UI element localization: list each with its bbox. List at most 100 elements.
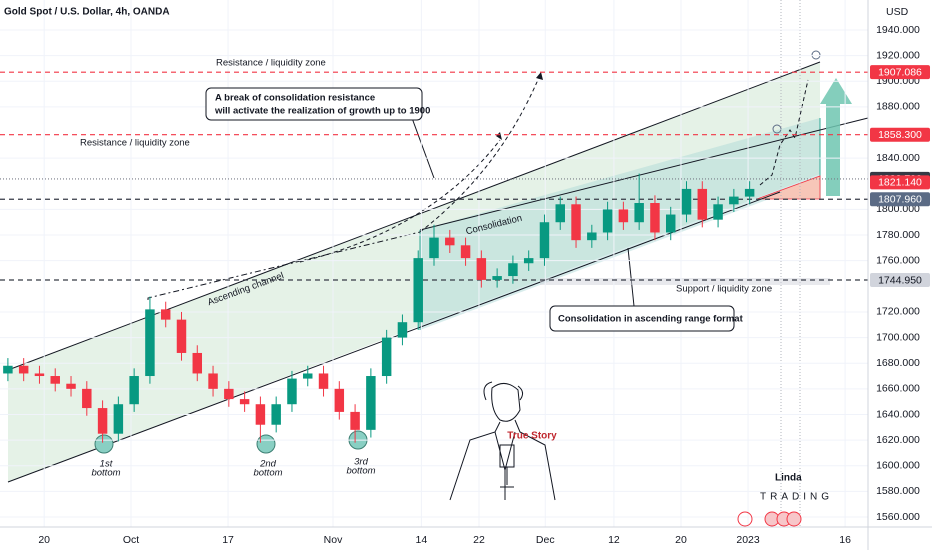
candle-body bbox=[413, 258, 423, 323]
level-tag bbox=[870, 192, 930, 207]
candles bbox=[3, 173, 755, 443]
axes: 1940.0001920.0001900.0001880.0001840.000… bbox=[38, 24, 930, 546]
y-tick-label: 1680.000 bbox=[876, 357, 920, 369]
levels bbox=[0, 71, 868, 281]
x-tick-label: 17 bbox=[222, 534, 234, 546]
bottom-label: 2nd bbox=[259, 459, 277, 470]
y-tick-label: 1620.000 bbox=[876, 434, 920, 446]
bottom-label: 1st bbox=[100, 459, 113, 470]
candle-body bbox=[113, 404, 124, 434]
y-tick-label: 1880.000 bbox=[876, 101, 920, 113]
candle-body bbox=[224, 388, 234, 400]
x-tick-label: 22 bbox=[473, 534, 485, 546]
y-tick-label: 1580.000 bbox=[876, 485, 920, 497]
candle-body bbox=[145, 309, 155, 377]
candle-body bbox=[176, 319, 187, 353]
y-tick-label: 1760.000 bbox=[876, 254, 920, 266]
zone-label: Support / liquidity zone bbox=[676, 284, 772, 295]
bottom-label: bottom bbox=[346, 466, 375, 477]
x-tick-label: Dec bbox=[536, 534, 555, 546]
icon bbox=[737, 511, 753, 527]
candle-body bbox=[255, 404, 266, 425]
candle-body bbox=[587, 232, 597, 241]
bottom-label: 3rd bbox=[354, 457, 368, 468]
bottom-label: bottom bbox=[91, 468, 120, 479]
candle-body bbox=[476, 258, 487, 280]
candle-body bbox=[602, 209, 613, 233]
note-text: Consolidation in ascending range format bbox=[558, 314, 744, 325]
candle-body bbox=[50, 376, 60, 384]
projection-path bbox=[759, 79, 809, 186]
dash-dot-line bbox=[147, 231, 421, 300]
level-label: 1807.960 bbox=[878, 193, 922, 205]
level-tag bbox=[870, 175, 930, 190]
arrow-head bbox=[496, 132, 502, 140]
bottom-marker bbox=[94, 434, 114, 454]
level-label: 1858.300 bbox=[878, 129, 922, 141]
candle-body bbox=[744, 188, 755, 197]
x-tick-label: 16 bbox=[839, 534, 851, 546]
zone-label: Resistance / liquidity zone bbox=[80, 138, 190, 149]
candle-body bbox=[492, 276, 502, 280]
candle-body bbox=[303, 373, 313, 379]
callout-pointer bbox=[627, 247, 635, 307]
candle-body bbox=[208, 373, 218, 389]
meme-sketch bbox=[449, 381, 556, 501]
channel-upper bbox=[7, 61, 821, 371]
arrow-head bbox=[536, 72, 543, 80]
candle-body bbox=[697, 188, 708, 220]
level-label: 1744.950 bbox=[878, 274, 922, 286]
meme-caption: True Story bbox=[507, 431, 557, 442]
y-tick-label: 1560.000 bbox=[876, 511, 920, 523]
candle-body bbox=[334, 388, 345, 412]
candle-body bbox=[239, 399, 250, 405]
bottom-marker bbox=[256, 434, 276, 454]
support-zone bbox=[540, 278, 830, 285]
level-tag bbox=[870, 127, 930, 142]
y-tick-label: 1640.000 bbox=[876, 408, 920, 420]
x-tick-label: 2023 bbox=[736, 534, 760, 546]
candle-body bbox=[650, 203, 660, 233]
target-marker bbox=[811, 50, 821, 60]
x-tick-label: 20 bbox=[38, 534, 50, 546]
y-tick-label: 1780.000 bbox=[876, 229, 920, 241]
callout-pointer bbox=[411, 117, 435, 179]
candle-body bbox=[460, 245, 471, 259]
y-tick-label: 1940.000 bbox=[876, 24, 920, 36]
channel-lower bbox=[7, 191, 781, 483]
candle-body bbox=[523, 258, 534, 264]
candle-body bbox=[129, 376, 139, 405]
target-triangle bbox=[756, 175, 821, 200]
candle-body bbox=[397, 322, 408, 338]
candle-body bbox=[429, 237, 439, 259]
projection-curve bbox=[419, 74, 541, 233]
chart-title: Gold Spot / U.S. Dollar, 4h, OANDA bbox=[4, 7, 170, 18]
x-tick-label: Nov bbox=[324, 534, 343, 546]
y-tick-label: 1920.000 bbox=[876, 49, 920, 61]
candle-body bbox=[271, 404, 281, 425]
x-tick-label: 12 bbox=[608, 534, 620, 546]
currency: USD bbox=[886, 6, 909, 18]
candle-body bbox=[318, 373, 329, 389]
level-label: 1821.140 bbox=[878, 177, 922, 189]
candle-body bbox=[381, 337, 392, 377]
icon bbox=[786, 511, 802, 527]
logo: Linda bbox=[775, 473, 802, 484]
candle-body bbox=[350, 411, 360, 430]
candle-body bbox=[366, 376, 376, 430]
consolidation-fill bbox=[420, 118, 820, 330]
candle-body bbox=[34, 373, 45, 377]
candle-body bbox=[192, 352, 203, 374]
big-arrow bbox=[820, 78, 852, 196]
candle-body bbox=[571, 204, 581, 241]
candle-body bbox=[3, 365, 13, 374]
x-tick-label: 14 bbox=[416, 534, 428, 546]
candle-body bbox=[66, 383, 76, 389]
note-text: A break of consolidation resistance bbox=[215, 93, 375, 104]
candle-body bbox=[618, 209, 629, 223]
candle-body bbox=[160, 309, 171, 320]
candle-body bbox=[18, 365, 29, 374]
candle-body bbox=[665, 214, 676, 233]
bottom-label: bottom bbox=[253, 468, 282, 479]
